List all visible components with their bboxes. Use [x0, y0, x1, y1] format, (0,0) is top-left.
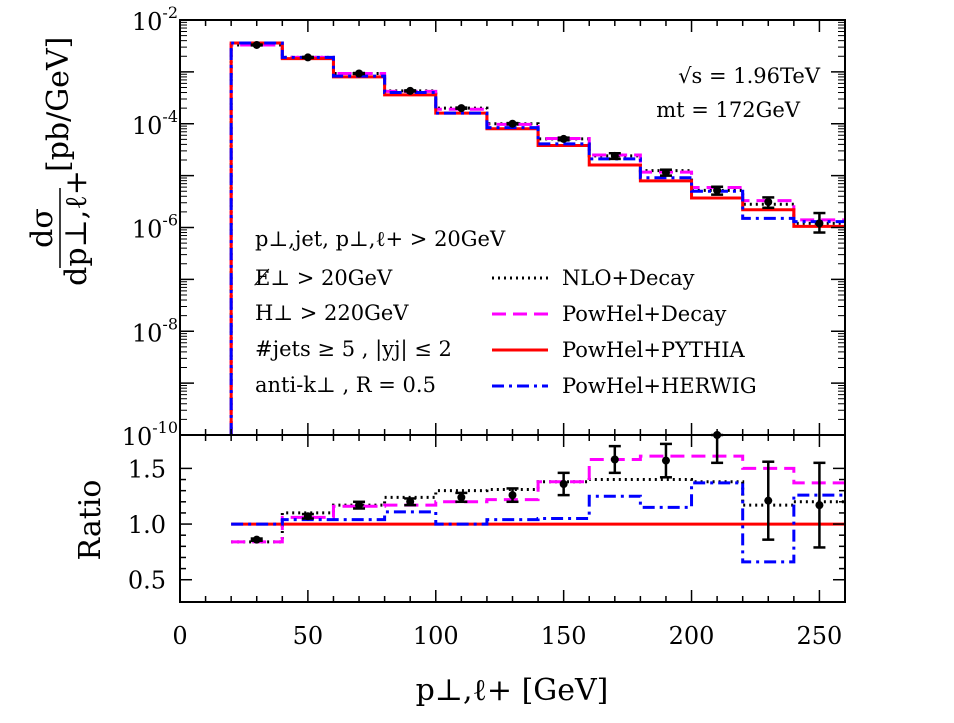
x-axis-label: p⊥,ℓ+ [GeV] — [416, 673, 609, 708]
ratio-y-tick-label: 0.5 — [128, 567, 166, 595]
ratio-data-point — [404, 497, 417, 507]
legend-item-powhel-decay: PowHel+Decay — [492, 302, 726, 326]
main-data-point — [608, 151, 621, 161]
ratio-series-powhel-herwig — [231, 481, 845, 564]
legend: NLO+Decay PowHel+Decay PowHel+PYTHIA PowHel… — [492, 266, 757, 398]
ratio-data-point — [250, 535, 263, 544]
svg-text:dp⊥,ℓ+: dp⊥,ℓ+ — [59, 170, 94, 286]
ratio-data-point — [813, 461, 826, 549]
legend-label: PowHel+HERWIG — [562, 374, 757, 398]
ratio-series-powhel-decay — [231, 454, 845, 544]
main-data-point — [301, 53, 314, 62]
annotation-sqrt-s: √s = 1.96TeV — [678, 64, 821, 88]
main-y-axis-fraction: dσ — [25, 208, 60, 248]
main-data-point — [557, 134, 570, 143]
main-data-point — [813, 211, 826, 234]
ratio-data-point — [301, 512, 314, 521]
main-data-point — [659, 168, 672, 177]
legend-item-nlo-decay: NLO+Decay — [492, 266, 695, 290]
ratio-y-tick-label: 1.5 — [128, 455, 166, 483]
main-data-point — [404, 86, 417, 95]
ratio-data-point — [353, 500, 366, 510]
annotation-top-mass: mt = 172GeV — [656, 98, 801, 122]
legend-label: PowHel+PYTHIA — [562, 338, 746, 362]
main-y-tick-label: 10-10 — [122, 418, 178, 451]
x-tick-label: 150 — [541, 622, 587, 650]
main-data-point — [455, 104, 468, 113]
legend-item-powhel-herwig: PowHel+HERWIG — [492, 374, 757, 398]
main-data-point — [506, 119, 519, 128]
ratio-y-tick-label: 1.0 — [128, 511, 166, 539]
main-y-tick-label: 10-8 — [132, 314, 178, 347]
cut-njets: #jets ≥ 5 , |yj| ≤ 2 — [255, 337, 452, 362]
main-data-point — [353, 69, 366, 78]
ratio-data-point — [659, 442, 672, 479]
ratio-data-point — [557, 471, 570, 497]
cut-jet-algo: anti-k⊥ , R = 0.5 — [255, 373, 436, 397]
main-y-tick-label: 10-4 — [132, 107, 178, 140]
x-tick-label: 200 — [669, 622, 715, 650]
main-data-point — [250, 40, 263, 49]
ratio-data-point — [762, 460, 775, 541]
main-y-tick-label: 10-2 — [132, 3, 178, 36]
ratio-data-point — [455, 491, 468, 504]
main-y-axis-label: dσ dp⊥,ℓ+ [pb/GeV] — [25, 37, 94, 286]
svg-text:[pb/GeV]: [pb/GeV] — [41, 37, 76, 172]
x-tick-label: 50 — [293, 622, 324, 650]
ratio-y-axis-label: Ratio — [73, 480, 108, 561]
x-tick-label: 0 — [172, 622, 187, 650]
cut-missing-et: E̸⊥ > 20GeV — [253, 266, 393, 290]
main-series-powhel-herwig — [229, 41, 845, 435]
cut-pt: p⊥,jet, p⊥,ℓ+ > 20GeV — [255, 227, 506, 251]
legend-label: NLO+Decay — [562, 266, 695, 290]
main-data-point — [711, 185, 724, 196]
x-tick-label: 100 — [413, 622, 459, 650]
ratio-data-point — [608, 444, 621, 475]
x-tick-label: 250 — [797, 622, 843, 650]
ratio-data-point — [506, 487, 519, 504]
main-y-tick-label: 10-6 — [132, 211, 178, 244]
legend-label: PowHel+Decay — [562, 302, 726, 326]
main-data-point — [762, 196, 775, 210]
cut-ht: H⊥ > 220GeV — [255, 301, 409, 325]
legend-item-powhel-pythia: PowHel+PYTHIA — [492, 338, 746, 362]
